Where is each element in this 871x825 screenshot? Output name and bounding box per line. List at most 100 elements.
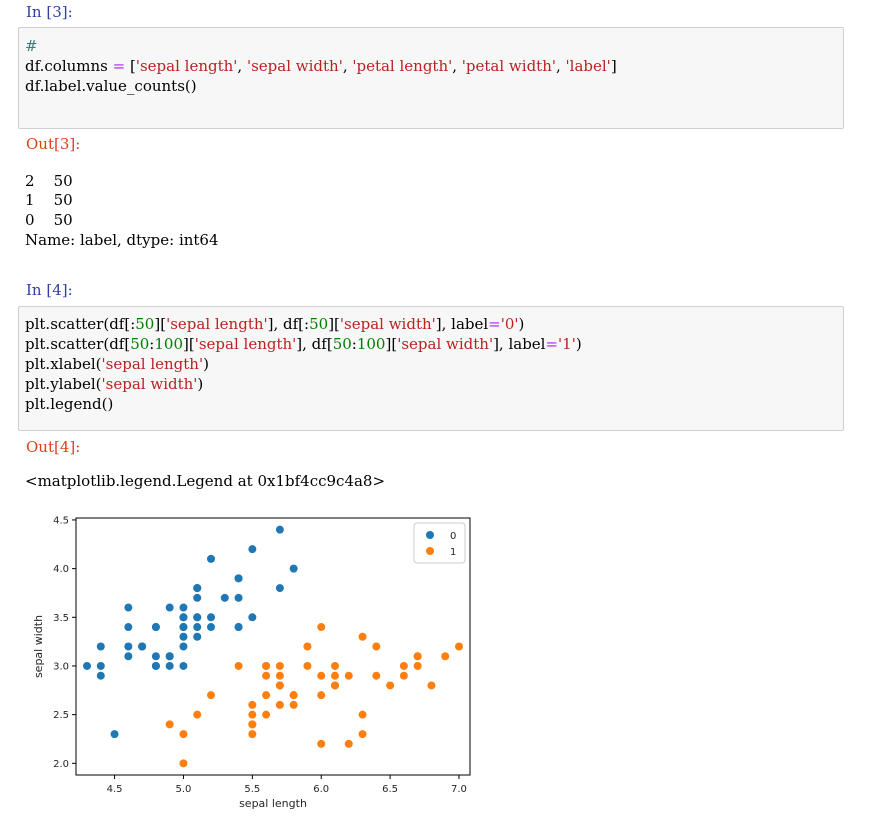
scatter-point-series-1 [165,720,174,729]
scatter-point-series-1 [234,661,243,670]
scatter-point-series-0 [151,661,160,670]
scatter-point-series-0 [96,661,105,670]
input-prompt-3: In [3]: [26,3,73,21]
scatter-point-series-1 [275,700,284,709]
plot-points [83,525,463,768]
code-line: df.columns = ['sepal length', 'sepal wid… [25,57,617,75]
y-tick-label: 4.0 [53,564,69,575]
code-token: ) [575,335,582,353]
y-tick-label: 2.5 [53,710,69,721]
scatter-point-series-1 [413,652,422,661]
scatter-point-series-1 [358,710,367,719]
code-operator: = [545,335,559,353]
code-number: 50 [332,335,352,353]
scatter-point-series-0 [193,632,202,641]
code-string: 'sepal length' [166,315,268,333]
code-token: ][ [328,315,340,333]
scatter-point-series-0 [179,603,188,612]
scatter-point-series-1 [344,739,353,748]
scatter-point-series-0 [220,593,229,602]
code-token: plt.scatter(df[: [25,315,136,333]
scatter-point-series-1 [207,691,216,700]
code-line: df.label.value_counts() [25,77,197,97]
legend-box [413,522,466,564]
input-prompt-4: In [4]: [26,281,73,299]
code-line: plt.xlabel('sepal length') [25,355,209,375]
scatter-point-series-1 [303,642,312,651]
scatter-point-series-1 [248,700,257,709]
code-token: ) [203,355,209,373]
code-token: plt.ylabel( [25,375,102,393]
legend-label: 1 [450,547,456,558]
scatter-point-series-0 [96,671,105,680]
code-token: ], label [493,335,546,353]
plot-frame [75,517,471,776]
code-line: plt.scatter(df[:50]['sepal length'], df[… [25,315,524,335]
scatter-point-series-0 [193,613,202,622]
scatter-point-series-1 [262,710,271,719]
scatter-point-series-1 [248,710,257,719]
scatter-point-series-1 [248,730,257,739]
output-row: 1 50 [25,191,73,209]
code-number: 50 [130,335,150,353]
scatter-point-series-1 [317,623,326,632]
output-row: 0 50 [25,211,73,229]
y-tick-label: 3.5 [53,613,69,624]
y-tick-label: 3.0 [53,661,69,672]
scatter-point-series-1 [262,661,271,670]
scatter-point-series-1 [179,730,188,739]
scatter-point-series-0 [193,623,202,632]
code-token: ) [197,375,204,393]
code-string: 'sepal width' [397,335,494,353]
x-tick-label: 4.5 [107,784,123,795]
scatter-point-series-1 [275,681,284,690]
scatter-point-series-0 [193,593,202,602]
code-string: '1' [558,335,576,353]
scatter-point-series-1 [275,661,284,670]
scatter-point-series-0 [124,652,133,661]
code-token: ], df[ [296,335,333,353]
scatter-plot: 4.5 5.0 5.5 6.0 6.5 7.0 2.0 2.5 3.0 3.5 4.0 4.5 sepa… [32,515,471,810]
code-string: 'petal length' [352,57,453,75]
scatter-point-series-1 [330,681,339,690]
scatter-point-series-0 [165,652,174,661]
scatter-point-series-0 [207,623,216,632]
code-line: plt.ylabel('sepal width') [25,375,203,395]
scatter-point-series-0 [151,652,160,661]
scatter-point-series-1 [372,642,381,651]
output-prompt-3: Out[3]: [26,135,81,153]
code-string: 'sepal width' [101,375,198,393]
scatter-point-series-0 [138,642,147,651]
scatter-point-series-1 [289,691,298,700]
code-token: ] [610,57,617,75]
code-cell-4[interactable]: plt.scatter(df[:50]['sepal length'], df[… [18,306,844,431]
code-token: plt.scatter(df[ [25,335,131,353]
code-number: 100 [356,335,386,353]
output-prompt-4: Out[4]: [26,438,81,456]
scatter-point-series-1 [454,642,463,651]
code-string: 'sepal width' [339,315,436,333]
code-number: 50 [309,315,329,333]
scatter-point-series-0 [234,623,243,632]
scatter-point-series-1 [179,759,188,768]
output-footer: Name: label, dtype: int64 [25,231,219,249]
scatter-point-series-1 [427,681,436,690]
scatter-point-series-1 [193,710,202,719]
code-operator: = [112,57,126,75]
scatter-point-series-0 [96,642,105,651]
scatter-point-series-0 [179,632,188,641]
scatter-point-series-0 [179,623,188,632]
scatter-point-series-0 [151,623,160,632]
code-cell-3[interactable]: # df.columns = ['sepal length', 'sepal w… [18,27,844,129]
code-token: : [351,335,357,353]
code-line: # [25,37,38,57]
code-token: ) [518,315,525,333]
scatter-point-series-0 [248,545,257,554]
scatter-point-series-0 [124,603,133,612]
scatter-point-series-1 [317,671,326,680]
y-axis-label: sepal width [32,615,45,678]
scatter-point-series-0 [124,623,133,632]
scatter-point-series-1 [248,720,257,729]
code-token: ][ [183,335,195,353]
y-tick-label: 4.5 [53,515,69,526]
